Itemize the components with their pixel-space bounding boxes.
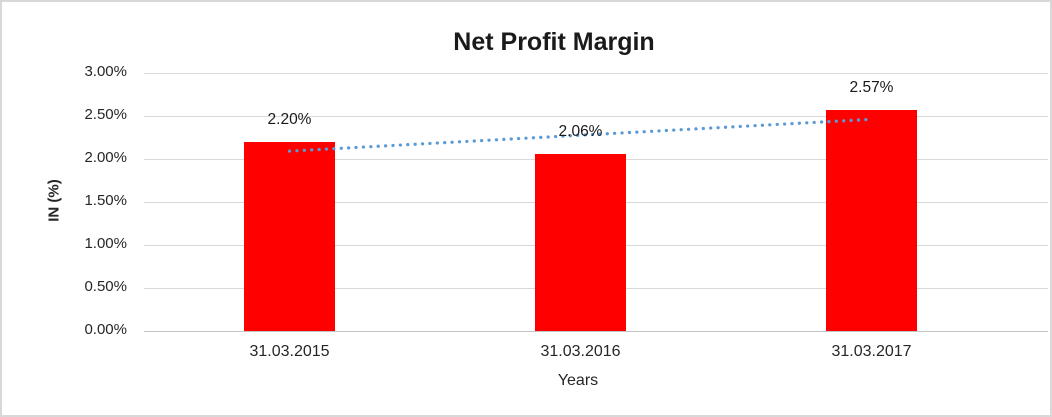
x-tick-label: 31.03.2017 xyxy=(831,343,912,360)
x-axis-line xyxy=(144,330,1048,332)
y-tick-label: 3.00% xyxy=(84,63,127,80)
x-tick-label: 31.03.2015 xyxy=(249,343,330,360)
y-tick-label: 1.50% xyxy=(84,192,127,209)
y-tick-label: 1.00% xyxy=(84,235,127,252)
bar-value-label: 2.57% xyxy=(849,78,894,96)
bar-31.03.2015 xyxy=(244,141,335,331)
bar-value-label: 2.06% xyxy=(558,122,603,140)
y-tick-label: 0.50% xyxy=(84,278,127,295)
gridline xyxy=(144,115,1048,117)
bar-31.03.2016 xyxy=(535,153,626,331)
chart-title: Net Profit Margin xyxy=(453,28,655,56)
y-tick-label: 0.00% xyxy=(84,321,127,338)
y-tick-label: 2.00% xyxy=(84,149,127,166)
x-tick-label: 31.03.2016 xyxy=(540,343,621,360)
gridline xyxy=(144,72,1048,74)
x-axis-title: Years xyxy=(557,372,599,389)
bar-value-label: 2.20% xyxy=(267,110,312,128)
y-tick-label: 2.50% xyxy=(84,106,127,123)
bar-31.03.2017 xyxy=(826,109,917,331)
